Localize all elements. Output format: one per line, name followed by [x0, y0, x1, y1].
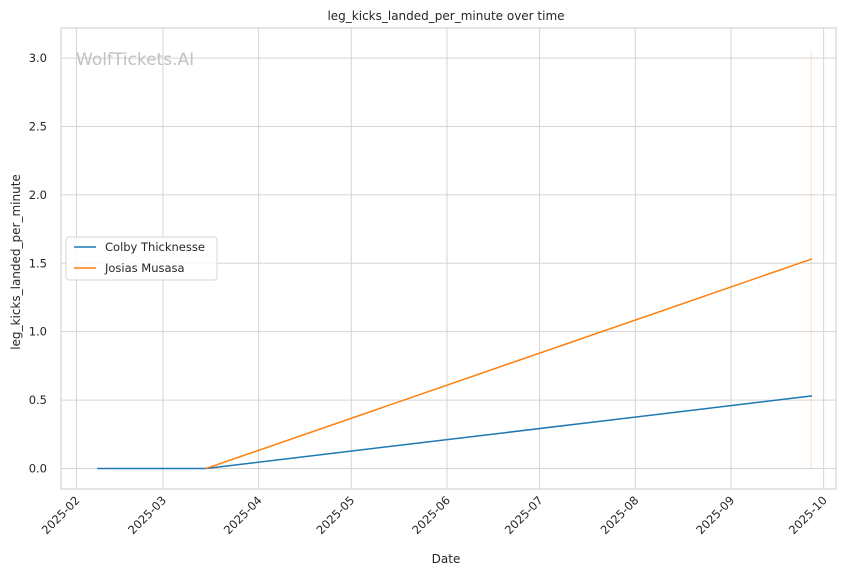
y-tick-label: 1.0: [29, 325, 47, 339]
y-axis-ticks: 0.0 0.5 1.0 1.5 2.0 2.5 3.0: [29, 51, 47, 475]
x-tick-label: 2025-08: [598, 493, 642, 537]
series-lines: [97, 49, 813, 470]
x-tick-label: 2025-10: [786, 493, 830, 537]
series-line-1: [205, 258, 813, 470]
plot-area: [60, 27, 837, 490]
y-tick-label: 1.5: [29, 256, 47, 270]
legend-entry: Josias Musasa: [104, 261, 185, 275]
x-tick-label: 2025-06: [409, 493, 453, 537]
watermark: WolfTickets.AI: [76, 50, 194, 70]
y-tick-label: 2.0: [29, 188, 47, 202]
x-tick-label: 2025-02: [39, 493, 83, 537]
y-tick-label: 0.0: [29, 461, 47, 475]
x-tick-label: 2025-04: [221, 493, 265, 537]
x-tick-label: 2025-03: [125, 493, 169, 537]
y-tick-label: 2.5: [29, 119, 47, 133]
chart-title: leg_kicks_landed_per_minute over time: [327, 9, 564, 23]
legend-entry: Colby Thicknesse: [105, 240, 205, 254]
y-axis-label: leg_kicks_landed_per_minute: [9, 174, 23, 350]
series-line-0: [97, 395, 813, 470]
x-tick-label: 2025-09: [693, 493, 737, 537]
y-tick-label: 0.5: [29, 393, 47, 407]
grid: [61, 28, 836, 489]
legend: Colby Thicknesse Josias Musasa: [65, 236, 218, 281]
x-tick-label: 2025-05: [313, 493, 357, 537]
x-tick-label: 2025-07: [502, 493, 546, 537]
legend-box: [65, 236, 218, 281]
x-axis-ticks: 2025-02 2025-03 2025-04 2025-05 2025-06 2025-…: [39, 493, 830, 537]
y-tick-label: 3.0: [29, 51, 47, 65]
x-axis-label: Date: [432, 552, 461, 566]
